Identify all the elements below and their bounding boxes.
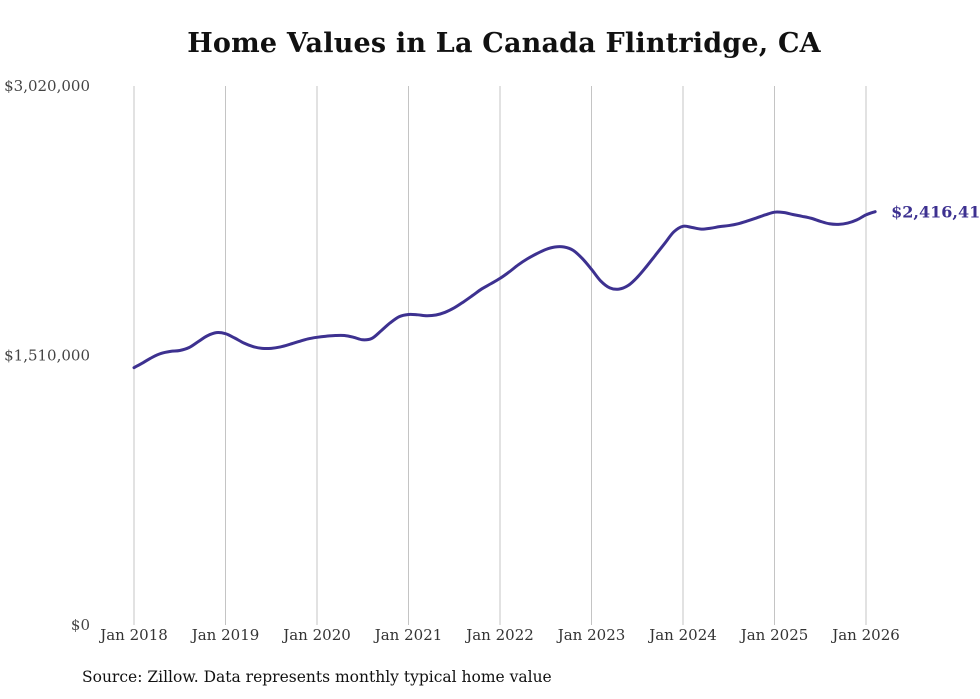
grid-lines (133, 86, 867, 625)
x-tick-label-6: Jan 2024 (647, 626, 717, 644)
y-axis-ticks: $0 $1,510,000 $3,020,000 (4, 77, 90, 634)
x-tick-label-3: Jan 2021 (373, 626, 443, 644)
series-line-0 (132, 210, 877, 370)
x-tick-label-8: Jan 2026 (830, 626, 900, 644)
x-tick-label-4: Jan 2022 (464, 626, 534, 644)
source-note: Source: Zillow. Data represents monthly … (82, 668, 552, 686)
x-tick-label-2: Jan 2020 (281, 626, 351, 644)
end-value-label-0: $2,416,411 (891, 203, 980, 222)
x-tick-label-7: Jan 2025 (739, 626, 809, 644)
end-label-layer: $2,416,411 (891, 203, 980, 222)
x-axis-ticks: Jan 2018 Jan 2019 Jan 2020 Jan 2021 Jan 2022… (98, 626, 900, 644)
chart-title: Home Values in La Canada Flintridge, CA (187, 28, 821, 59)
y-tick-label-2: $3,020,000 (4, 77, 90, 95)
series-layer (132, 210, 877, 370)
y-tick-label-0: $0 (71, 616, 90, 634)
y-tick-label-1: $1,510,000 (4, 347, 90, 365)
x-tick-label-1: Jan 2019 (190, 626, 260, 644)
x-tick-label-0: Jan 2018 (98, 626, 168, 644)
x-tick-label-5: Jan 2023 (556, 626, 626, 644)
